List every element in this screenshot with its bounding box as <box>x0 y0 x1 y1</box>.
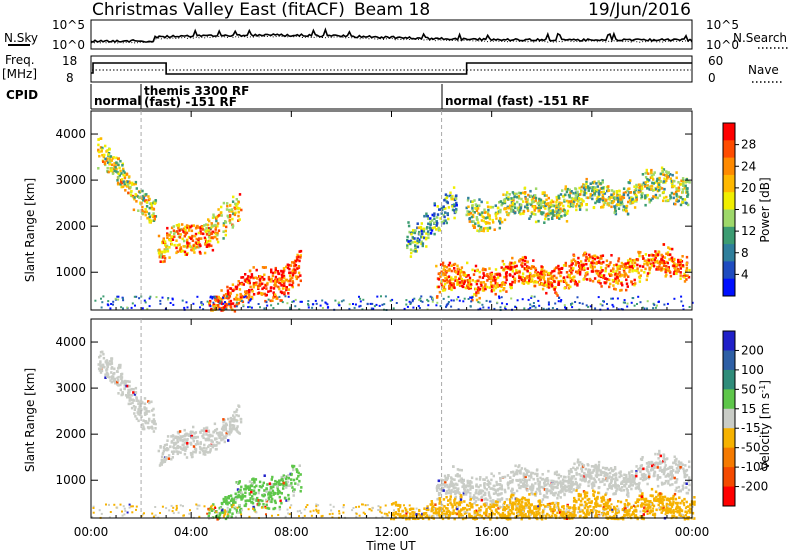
cpid-panel: CPID normal themis 3300 RF (fast) -151 R… <box>6 84 692 109</box>
power-colorbar-tick-2: 20 <box>741 181 756 195</box>
power-y-tick-1: 2000 <box>55 219 86 233</box>
date-label: 19/Jun/2016 <box>588 0 691 20</box>
noise-sky-trace <box>91 30 692 42</box>
cpid-segment-3: normal (fast) -151 RF <box>445 94 590 108</box>
x-tick-label-3: 12:00 <box>374 525 409 539</box>
velocity-colorbar-swatch-7 <box>723 467 735 487</box>
velocity-colorbar-swatch-4 <box>723 409 735 429</box>
velocity-y-axis-label: Slant Range [km] <box>23 368 37 472</box>
velocity-colorbar-tick-2: 50 <box>741 382 756 396</box>
freq-label-line1: Freq. <box>5 53 35 67</box>
power-y-tick-3: 4000 <box>55 127 86 141</box>
velocity-colorbar-swatch-2 <box>723 370 735 390</box>
cpid-segment-1: normal <box>94 94 141 108</box>
power-colorbar-swatch-6 <box>723 227 735 245</box>
nave-tick-top: 60 <box>708 54 723 68</box>
x-tick-label-2: 08:00 <box>274 525 309 539</box>
power-colorbar-tick-1: 24 <box>741 159 756 173</box>
power-colorbar-tick-0: 28 <box>741 138 756 152</box>
velocity-colorbar-swatch-0 <box>723 331 735 351</box>
freq-label-line2: [MHz] <box>2 67 37 81</box>
power-colorbar-tick-5: 8 <box>741 246 749 260</box>
velocity-colorbar-tick-3: 15 <box>741 402 756 416</box>
x-tick-label-4: 16:00 <box>474 525 509 539</box>
velocity-y-tick-3: 4000 <box>55 335 86 349</box>
nave-tick-bottom: 0 <box>708 71 716 85</box>
velocity-y-tick-1: 2000 <box>55 427 86 441</box>
nave-label: Nave <box>748 63 779 77</box>
velocity-y-tick-2: 3000 <box>55 381 86 395</box>
power-colorbar-tick-3: 16 <box>741 203 756 217</box>
freq-tick-bottom: 8 <box>66 71 74 85</box>
cpid-label: CPID <box>6 88 38 102</box>
x-tick-label-5: 20:00 <box>575 525 610 539</box>
noise-left-tick-top: 10^5 <box>52 18 85 32</box>
power-colorbar-swatch-3 <box>723 175 735 193</box>
velocity-colorbar-swatch-5 <box>723 428 735 448</box>
power-colorbar-swatch-8 <box>723 261 735 279</box>
power-y-axis-label: Slant Range [km] <box>23 178 37 282</box>
velocity-panel: 1000 2000 3000 4000 Slant Range [km] <box>23 319 696 521</box>
x-tick-label-0: 00:00 <box>74 525 109 539</box>
x-tick-label-1: 04:00 <box>174 525 209 539</box>
velocity-colorbar-tick-7: -200 <box>741 480 768 494</box>
noise-panel: N.Sky 10^5 10^0 10^5 10^0 N.Search <box>4 18 790 52</box>
power-colorbar-swatch-7 <box>723 244 735 262</box>
noise-right-tick-top: 10^5 <box>706 18 739 32</box>
x-axis-label: Time UT <box>365 539 416 553</box>
velocity-colorbar-swatch-3 <box>723 389 735 409</box>
frequency-panel: Freq. [MHz] 18 8 60 0 Nave <box>2 53 782 85</box>
power-panel: 1000 2000 3000 4000 Slant Range [km] <box>23 111 694 313</box>
freq-tick-top: 18 <box>62 54 77 68</box>
noise-right-label: N.Search <box>733 31 787 45</box>
velocity-colorbar-tick-0: 200 <box>741 343 764 357</box>
velocity-colorbar-tick-1: 100 <box>741 363 764 377</box>
power-colorbar-label: Power [dB] <box>758 177 772 242</box>
noise-left-label: N.Sky <box>4 31 38 45</box>
power-colorbar: 28 24 20 16 12 8 4 <box>723 123 756 297</box>
power-y-tick-2: 3000 <box>55 173 86 187</box>
x-tick-label-6: 00:00 <box>675 525 710 539</box>
power-colorbar-tick-4: 12 <box>741 224 756 238</box>
noise-left-tick-bottom: 10^0 <box>52 38 85 52</box>
power-colorbar-tick-6: 4 <box>741 267 749 281</box>
frequency-trace <box>91 63 692 74</box>
beam-label: Beam 18 <box>354 0 430 20</box>
velocity-colorbar-label: Velocity [m s-1] <box>758 380 772 470</box>
power-colorbar-swatch-5 <box>723 210 735 228</box>
power-colorbar-swatch-0 <box>723 123 735 141</box>
power-colorbar-swatch-9 <box>723 279 735 297</box>
power-colorbar-swatch-1 <box>723 140 735 158</box>
velocity-colorbar-swatch-1 <box>723 350 735 370</box>
velocity-y-tick-0: 1000 <box>55 473 86 487</box>
velocity-colorbar-swatch-8 <box>723 487 735 507</box>
power-y-tick-0: 1000 <box>55 265 86 279</box>
power-colorbar-swatch-2 <box>723 158 735 176</box>
velocity-colorbar-swatch-6 <box>723 448 735 468</box>
station-title: Christmas Valley East (fitACF) <box>92 0 345 20</box>
cpid-segment-2-line2: (fast) -151 RF <box>144 95 237 109</box>
power-colorbar-swatch-4 <box>723 192 735 210</box>
